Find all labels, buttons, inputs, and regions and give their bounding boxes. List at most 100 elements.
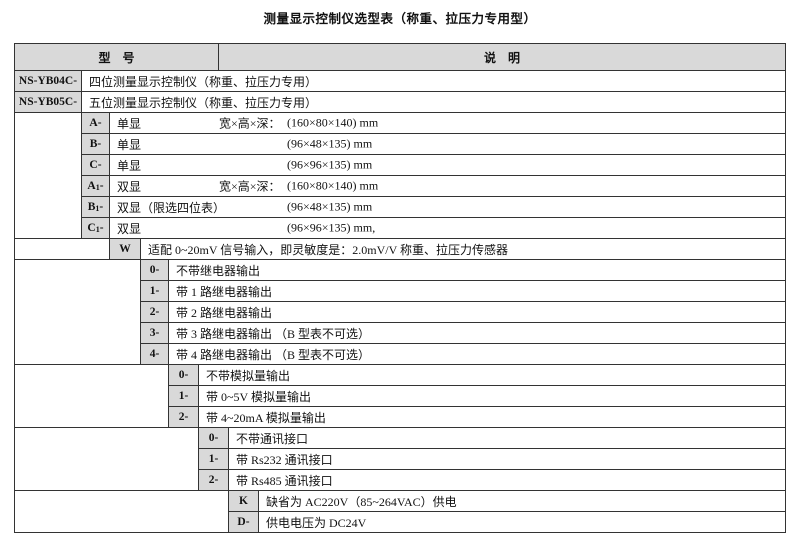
code-text: - — [97, 117, 102, 129]
size-dims: (96×48×135) mm — [287, 136, 373, 151]
size-dims: (160×80×140) mm — [287, 178, 379, 193]
option-code-cell: 4- — [141, 344, 169, 364]
option-desc-cell: 缺省为 AC220V（85~264VAC）供电 — [266, 494, 457, 509]
option-code-cell: K — [229, 491, 259, 511]
table-row: 1- 带 0~5V 模拟量输出 — [169, 385, 785, 406]
option-desc-cell: 单显 宽×高×深： (160×80×140) mm — [110, 113, 785, 133]
table-row: 0- 不带模拟量输出 — [169, 365, 785, 385]
table-row: NS-YB04C- 四位测量显示控制仪（称重、拉压力专用） — [15, 71, 785, 91]
option-code-cell: NS-YB04C- — [15, 71, 82, 91]
option-desc-cell: 带 0~5V 模拟量输出 — [206, 389, 311, 404]
table-row: 1- 带 1 路继电器输出 — [141, 280, 785, 301]
option-code-cell: 2- — [169, 407, 199, 427]
table-row: 0- 不带通讯接口 — [199, 428, 785, 448]
table-row: A- 单显 宽×高×深： (160×80×140) mm — [82, 113, 785, 133]
table-row: 3- 带 3 路继电器输出 （B 型表不可选） — [141, 322, 785, 343]
size-label: 单显 — [117, 158, 142, 173]
option-desc-cell: 带 Rs485 通讯接口 — [236, 473, 333, 488]
option-code-cell: 0- — [141, 260, 169, 280]
option-code-cell: 1- — [169, 386, 199, 406]
group-spacer — [15, 260, 141, 364]
option-code-cell: 3- — [141, 323, 169, 343]
size-label: 单显 — [117, 137, 142, 152]
size-label: 双显 — [117, 221, 142, 236]
table-row: 2- 带 2 路继电器输出 — [141, 301, 785, 322]
header-model-cell: 型 号 — [15, 44, 219, 70]
option-desc-cell: 不带继电器输出 — [176, 263, 261, 278]
group-model: NS-YB04C- 四位测量显示控制仪（称重、拉压力专用） NS-YB05C- … — [15, 70, 785, 112]
option-code-cell: 2- — [199, 470, 229, 490]
option-code-cell: 1- — [141, 281, 169, 301]
option-desc-cell: 带 3 路继电器输出 （B 型表不可选） — [176, 326, 371, 341]
group-spacer — [15, 365, 169, 427]
option-desc-cell: 供电电压为 DC24V — [266, 515, 367, 530]
code-text: A — [87, 180, 96, 192]
page-title: 测量显示控制仪选型表（称重、拉压力专用型） — [263, 12, 537, 26]
group-spacer — [15, 491, 229, 532]
group-relay: 0- 不带继电器输出 1- 带 1 路继电器输出 2- 带 2 路继电器输出 3… — [15, 259, 785, 364]
option-desc-cell: 单显 (96×96×135) mm — [110, 155, 785, 175]
size-label: 双显（限选四位表） — [117, 200, 226, 215]
option-code-cell: A- — [82, 113, 110, 133]
option-code-cell: NS-YB05C- — [15, 92, 82, 112]
group-signal: W 适配 0~20mV 信号输入，即灵敏度是：2.0mV/V 称重、拉压力传感器 — [15, 238, 785, 259]
table-row: D- 供电电压为 DC24V — [229, 511, 785, 532]
group-spacer — [15, 239, 110, 259]
table-row: 4- 带 4 路继电器输出 （B 型表不可选） — [141, 343, 785, 364]
size-label: 双显 — [117, 179, 142, 194]
option-desc-cell: 双显 宽×高×深： (160×80×140) mm — [110, 176, 785, 196]
group-power: K 缺省为 AC220V（85~264VAC）供电 D- 供电电压为 DC24V — [15, 490, 785, 532]
group-spacer — [15, 428, 199, 490]
code-text: C — [87, 222, 96, 234]
option-desc-cell: 五位测量显示控制仪（称重、拉压力专用） — [89, 95, 318, 110]
code-subscript: 1 — [95, 204, 100, 213]
option-desc-cell: 不带通讯接口 — [236, 431, 309, 446]
size-dims: (96×96×135) mm — [287, 157, 373, 172]
table-row: 1- 带 Rs232 通讯接口 — [199, 448, 785, 469]
group-comm: 0- 不带通讯接口 1- 带 Rs232 通讯接口 2- 带 Rs485 通讯接… — [15, 427, 785, 490]
code-text: A — [89, 117, 98, 129]
code-text: B — [89, 138, 98, 150]
code-text: - — [99, 201, 104, 213]
option-desc-cell: 双显 (96×96×135) mm, — [110, 218, 785, 238]
code-text: B — [87, 201, 96, 213]
option-code-cell: W — [110, 239, 141, 259]
option-desc-cell: 双显（限选四位表） (96×48×135) mm — [110, 197, 785, 217]
table-row: B- 单显 (96×48×135) mm — [82, 133, 785, 154]
code-text: - — [99, 180, 104, 192]
option-desc-cell: 带 4~20mA 模拟量输出 — [206, 410, 326, 425]
table-row: C- 单显 (96×96×135) mm — [82, 154, 785, 175]
option-desc-cell: 适配 0~20mV 信号输入，即灵敏度是：2.0mV/V 称重、拉压力传感器 — [148, 242, 509, 257]
selection-table: 型 号 说 明 NS-YB04C- 四位测量显示控制仪（称重、拉压力专用） NS… — [14, 43, 786, 533]
table-row: 0- 不带继电器输出 — [141, 260, 785, 280]
option-code-cell: 2- — [141, 302, 169, 322]
option-code-cell: D- — [229, 512, 259, 532]
size-label: 单显 — [117, 116, 142, 131]
code-text: - — [97, 159, 102, 171]
size-dim-prefix: 宽×高×深： — [219, 179, 281, 194]
code-text: - — [99, 222, 104, 234]
option-code-cell: 0- — [169, 365, 199, 385]
option-code-cell: C- — [82, 155, 110, 175]
option-desc-cell: 带 1 路继电器输出 — [176, 284, 273, 299]
option-desc-cell: 单显 (96×48×135) mm — [110, 134, 785, 154]
option-desc-cell: 带 Rs232 通讯接口 — [236, 452, 333, 467]
group-spacer — [15, 113, 82, 238]
table-row: W 适配 0~20mV 信号输入，即灵敏度是：2.0mV/V 称重、拉压力传感器 — [110, 239, 785, 259]
table-row: 2- 带 Rs485 通讯接口 — [199, 469, 785, 490]
size-dims: (96×96×135) mm, — [287, 220, 376, 235]
option-desc-cell: 带 4 路继电器输出 （B 型表不可选） — [176, 347, 371, 362]
option-desc-cell: 四位测量显示控制仪（称重、拉压力专用） — [89, 74, 318, 89]
code-text: - — [97, 138, 102, 150]
table-row: NS-YB05C- 五位测量显示控制仪（称重、拉压力专用） — [15, 91, 785, 112]
size-dim-prefix: 宽×高×深： — [219, 116, 281, 131]
code-subscript: 1 — [95, 183, 100, 192]
group-size: A- 单显 宽×高×深： (160×80×140) mm B- 单显 (96×4… — [15, 112, 785, 238]
group-analog: 0- 不带模拟量输出 1- 带 0~5V 模拟量输出 2- 带 4~20mA 模… — [15, 364, 785, 427]
size-dims: (160×80×140) mm — [287, 115, 379, 130]
